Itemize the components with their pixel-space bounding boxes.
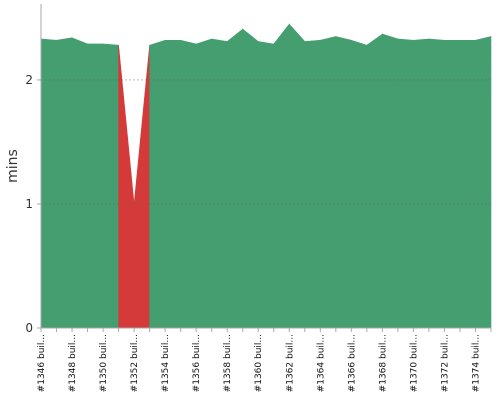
- x-tick-layer: #1346 buil... #1348 buil... #1350 buil... #…: [37, 328, 492, 392]
- area-segment-success: [288, 23, 306, 329]
- x-tick-label: #1354 buil...: [161, 334, 171, 392]
- y-tick-label: 0: [25, 321, 33, 335]
- area-segment-success: [118, 45, 135, 329]
- area-segment-success: [242, 28, 259, 329]
- x-tick-label: #1374 buil...: [471, 334, 481, 392]
- area-segment-success: [382, 33, 399, 329]
- area-segment-success: [87, 43, 104, 329]
- x-tick-label: #1366 buil...: [347, 334, 357, 392]
- x-tick-label: #1364 buil...: [316, 334, 326, 392]
- x-tick-label: #1350 buil...: [99, 334, 109, 392]
- area-segment-success: [102, 43, 119, 329]
- x-tick-label: #1348 buil...: [68, 334, 78, 392]
- area-segment-success: [459, 39, 476, 329]
- area-segment-success: [211, 38, 228, 329]
- x-tick-label: #1362 buil...: [285, 334, 295, 392]
- axes-layer: [40, 4, 491, 329]
- area-segment-success: [149, 39, 166, 329]
- area-segment-success: [226, 28, 244, 329]
- x-tick-label: #1370 buil...: [409, 334, 419, 392]
- area-segment-success: [40, 38, 57, 329]
- area-segment-success: [195, 38, 212, 329]
- area-segment-success: [180, 39, 197, 329]
- y-tick-layer: 0 1 2: [25, 73, 41, 335]
- area-layer: [40, 23, 492, 329]
- x-tick-label: #1358 buil...: [223, 334, 233, 392]
- x-tick-label: #1356 buil...: [192, 334, 202, 392]
- x-tick-label: #1352 buil...: [130, 334, 140, 392]
- area-segment-success: [428, 38, 445, 329]
- x-tick-label: #1368 buil...: [378, 334, 388, 392]
- area-segment-success: [397, 38, 414, 329]
- area-segment-failed: [133, 45, 150, 329]
- area-segment-success: [56, 37, 73, 329]
- area-segment-success: [444, 39, 461, 329]
- x-tick-label: #1360 buil...: [254, 334, 264, 392]
- y-axis-title: mins: [5, 149, 21, 183]
- area-segment-success: [366, 33, 383, 329]
- area-segment-success: [413, 38, 430, 329]
- area-segment-success: [351, 39, 368, 329]
- x-tick-label: #1346 buil...: [37, 334, 47, 392]
- area-segment-success: [71, 37, 88, 329]
- area-segment-success: [304, 39, 321, 329]
- grid-layer: [41, 79, 491, 205]
- area-segment-success: [257, 41, 275, 329]
- y-tick-label: 1: [25, 197, 33, 211]
- x-tick-label: #1372 buil...: [440, 334, 450, 392]
- area-segment-success: [273, 23, 290, 329]
- area-segment-success: [164, 39, 181, 329]
- y-tick-label: 2: [25, 73, 33, 87]
